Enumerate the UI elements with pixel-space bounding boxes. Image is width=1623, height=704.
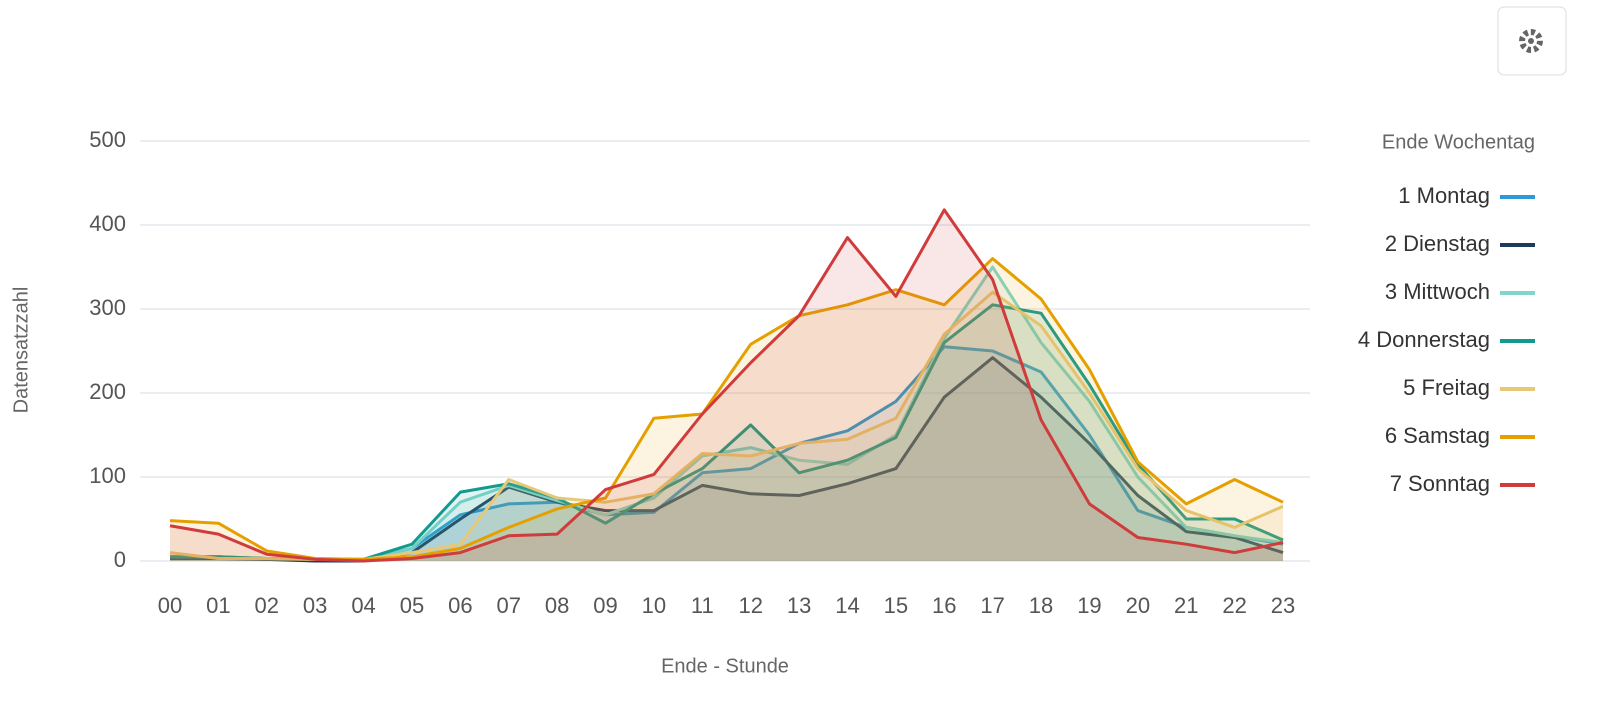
y-tick-label: 500 bbox=[89, 127, 126, 152]
x-axis-title: Ende - Stunde bbox=[661, 655, 789, 677]
x-tick-label: 22 bbox=[1222, 593, 1246, 618]
x-tick-label: 08 bbox=[545, 593, 569, 618]
legend-title: Ende Wochentag bbox=[1382, 131, 1535, 153]
x-tick-label: 13 bbox=[787, 593, 811, 618]
series-area bbox=[170, 267, 1283, 561]
x-tick-label: 20 bbox=[1126, 593, 1150, 618]
x-tick-label: 04 bbox=[351, 593, 375, 618]
x-tick-label: 05 bbox=[400, 593, 424, 618]
legend-label: 1 Montag bbox=[1398, 183, 1490, 208]
x-tick-label: 16 bbox=[932, 593, 956, 618]
x-tick-label: 23 bbox=[1271, 593, 1295, 618]
gear-center bbox=[1528, 38, 1534, 44]
legend-label: 5 Freitag bbox=[1403, 375, 1490, 400]
x-tick-label: 15 bbox=[884, 593, 908, 618]
y-tick-label: 200 bbox=[89, 379, 126, 404]
series-area bbox=[170, 346, 1283, 561]
x-tick-label: 02 bbox=[255, 593, 279, 618]
settings-button[interactable] bbox=[1497, 6, 1567, 76]
series-area bbox=[170, 304, 1283, 561]
y-tick-label: 400 bbox=[89, 211, 126, 236]
series-line bbox=[169, 257, 1284, 561]
x-tick-label: 07 bbox=[496, 593, 520, 618]
x-tick-label: 21 bbox=[1174, 593, 1198, 618]
x-tick-label: 14 bbox=[835, 593, 859, 618]
x-tick-label: 11 bbox=[691, 593, 714, 618]
y-tick-label: 300 bbox=[89, 295, 126, 320]
legend-label: 3 Mittwoch bbox=[1385, 279, 1490, 304]
legend-label: 2 Dienstag bbox=[1385, 231, 1490, 256]
gear-icon bbox=[1519, 29, 1543, 53]
x-tick-label: 19 bbox=[1077, 593, 1101, 618]
x-tick-label: 03 bbox=[303, 593, 327, 618]
legend-label: 6 Samstag bbox=[1385, 423, 1490, 448]
x-tick-label: 06 bbox=[448, 593, 472, 618]
legend-label: 7 Sonntag bbox=[1390, 471, 1490, 496]
series-area bbox=[170, 209, 1283, 561]
x-tick-label: 17 bbox=[980, 593, 1004, 618]
series-area bbox=[170, 258, 1283, 561]
series-area bbox=[170, 292, 1283, 561]
x-tick-label: 10 bbox=[642, 593, 666, 618]
x-tick-label: 00 bbox=[158, 593, 182, 618]
x-tick-label: 09 bbox=[593, 593, 617, 618]
y-axis-title: Datensatzzahl bbox=[10, 287, 32, 414]
series-area bbox=[170, 357, 1283, 561]
y-tick-label: 100 bbox=[89, 463, 126, 488]
x-tick-label: 12 bbox=[738, 593, 762, 618]
series-line bbox=[169, 208, 1284, 563]
x-tick-label: 01 bbox=[206, 593, 230, 618]
y-tick-label: 0 bbox=[114, 547, 126, 572]
legend-label: 4 Donnerstag bbox=[1358, 327, 1490, 352]
x-tick-label: 18 bbox=[1029, 593, 1053, 618]
